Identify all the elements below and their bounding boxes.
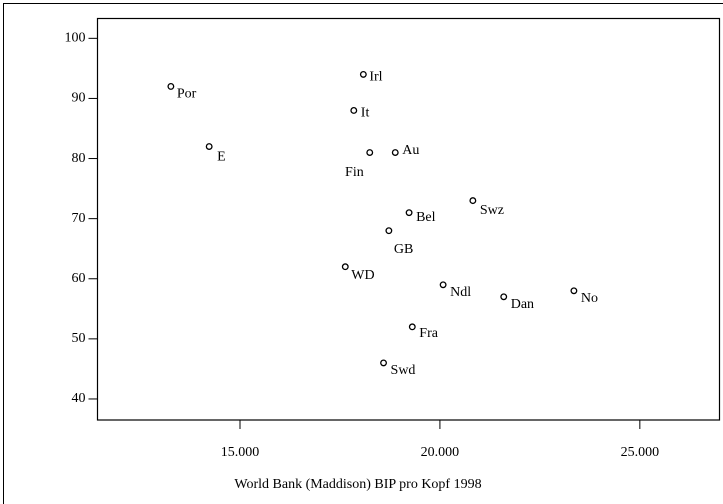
point-label: Ndl <box>450 285 471 300</box>
point-label: No <box>581 291 598 306</box>
point-label: WD <box>351 268 374 283</box>
frame <box>3 3 723 504</box>
point <box>391 149 399 156</box>
point-label: Por <box>177 87 197 102</box>
point <box>385 227 393 235</box>
point <box>359 70 367 78</box>
point <box>366 149 374 156</box>
y-tick-label: 50 <box>72 331 86 346</box>
point-label: It <box>361 106 370 121</box>
x-tick-label: 25.000 <box>621 445 660 460</box>
point-label: Swz <box>480 203 504 218</box>
point <box>341 263 349 271</box>
point <box>350 107 358 114</box>
point-label: Bel <box>416 210 436 225</box>
x-tick-label: 15.000 <box>221 445 260 460</box>
x-tick-label: 20.000 <box>421 445 460 460</box>
y-tick-label: 90 <box>72 91 86 106</box>
point <box>205 143 213 150</box>
y-tick-label: 80 <box>72 151 86 166</box>
point-label: Irl <box>369 70 382 85</box>
y-tick-label: 60 <box>72 271 86 286</box>
point-label: Swd <box>391 363 416 378</box>
point-label: Fin <box>345 165 364 180</box>
point <box>167 82 175 90</box>
y-tick-label: 70 <box>72 211 86 226</box>
point-label: E <box>217 150 226 165</box>
point <box>469 197 477 205</box>
point-label: Fra <box>419 326 438 341</box>
point <box>408 323 416 331</box>
x-axis-label: World Bank (Maddison) BIP pro Kopf 1998 <box>234 477 481 492</box>
point <box>500 293 508 301</box>
point <box>570 287 578 295</box>
point <box>380 359 387 367</box>
point-label: Au <box>402 143 419 158</box>
point-label: GB <box>394 242 413 257</box>
point <box>439 281 447 289</box>
point-label: Dan <box>511 297 534 312</box>
y-tick-label: 100 <box>65 31 86 46</box>
y-tick-label: 40 <box>72 391 86 406</box>
plot-area <box>96 17 721 421</box>
point <box>405 209 413 217</box>
